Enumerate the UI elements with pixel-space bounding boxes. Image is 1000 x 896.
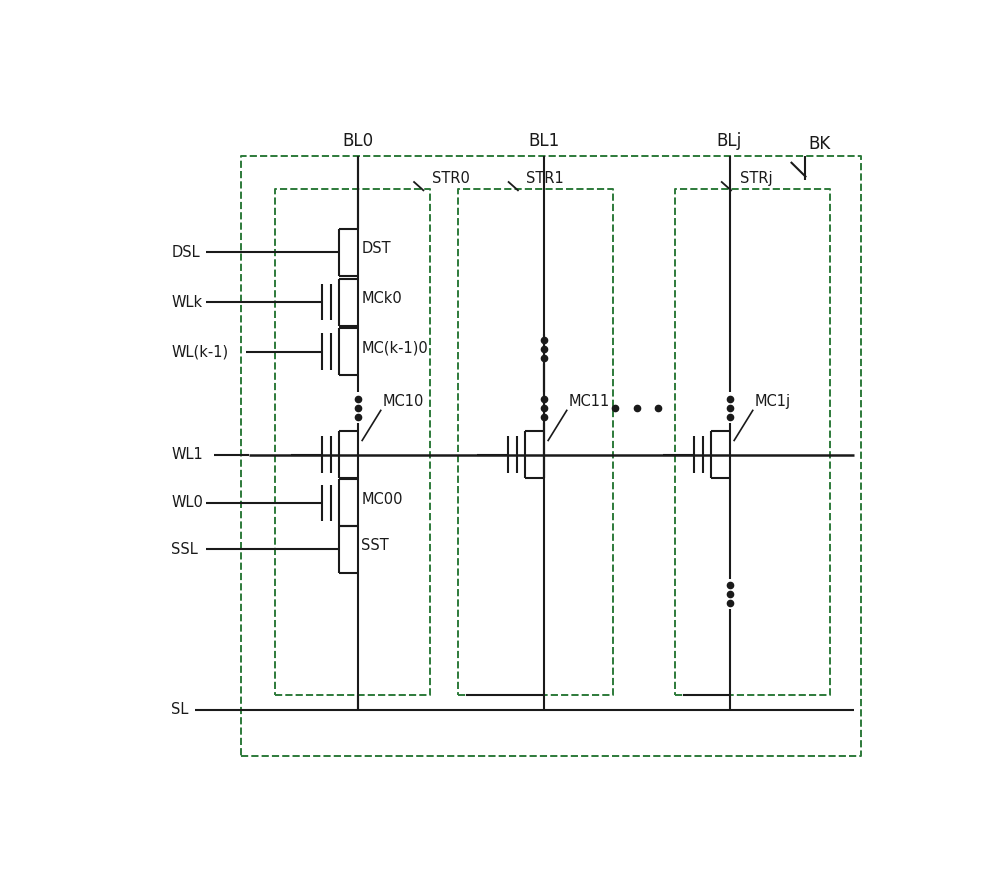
- Text: BK: BK: [809, 135, 831, 153]
- Text: SSL: SSL: [172, 541, 198, 556]
- Text: MC(k-1)0: MC(k-1)0: [361, 340, 428, 356]
- Text: DST: DST: [361, 241, 391, 256]
- Text: WL(k-1): WL(k-1): [172, 344, 229, 359]
- Text: MC10: MC10: [382, 394, 424, 409]
- Text: BLj: BLj: [717, 133, 742, 151]
- Text: MC1j: MC1j: [754, 394, 790, 409]
- Text: BL0: BL0: [342, 133, 373, 151]
- Text: WL0: WL0: [172, 495, 203, 511]
- Text: SST: SST: [361, 538, 389, 553]
- Text: BL1: BL1: [528, 133, 559, 151]
- Text: WLk: WLk: [172, 295, 203, 310]
- Text: STRj: STRj: [740, 171, 772, 186]
- Text: WL1: WL1: [172, 447, 203, 462]
- Text: STR1: STR1: [526, 171, 564, 186]
- Text: DSL: DSL: [172, 245, 200, 260]
- Text: MCk0: MCk0: [361, 291, 402, 306]
- Text: MC00: MC00: [361, 492, 403, 507]
- Text: MC11: MC11: [568, 394, 610, 409]
- Text: STR0: STR0: [432, 171, 470, 186]
- Text: SL: SL: [172, 702, 189, 718]
